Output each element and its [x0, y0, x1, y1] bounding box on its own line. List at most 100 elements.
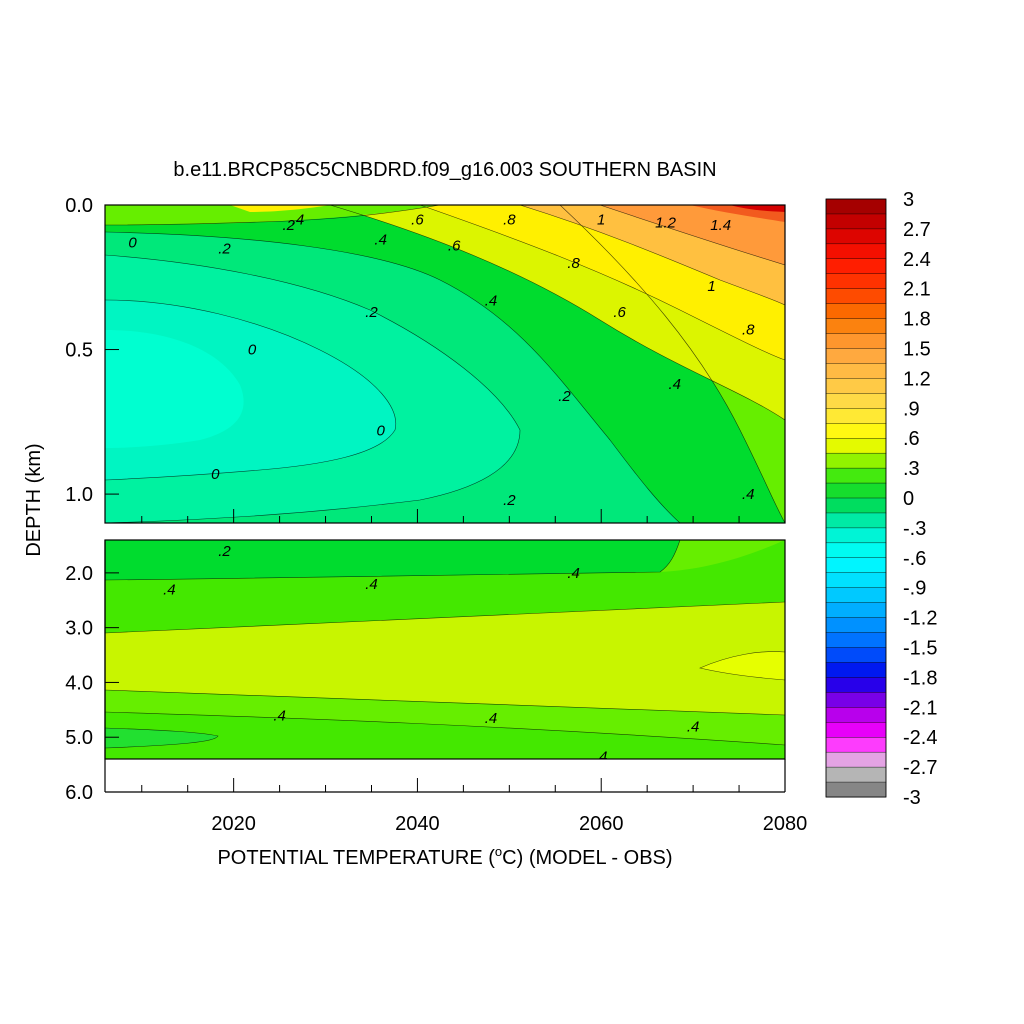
contour-label: .6 — [411, 211, 424, 228]
colorbar-swatch — [825, 333, 887, 349]
colorbar-swatch — [825, 677, 887, 693]
contour-label: .2 — [218, 240, 231, 257]
y-tick-label: 5.0 — [65, 727, 93, 749]
y-tick-label: 1.0 — [65, 484, 93, 506]
colorbar-swatch — [825, 647, 887, 663]
upper-panel: 0.2.2.4.4.6.6.8 1 1.2 1.4.81.4.6.8.20.4.200… — [105, 205, 785, 523]
contour-label: .2 — [503, 492, 516, 509]
colorbar-swatch — [825, 363, 887, 379]
contour-label: 1 — [597, 211, 605, 228]
y-axis-label: DEPTH (km) — [23, 443, 45, 556]
contour-label: 1 — [707, 278, 715, 295]
colorbar-swatch — [825, 243, 887, 260]
lower-band-06 — [700, 651, 785, 680]
colorbar-swatch — [825, 273, 887, 290]
contour-label: .4 — [163, 581, 176, 598]
contour-label: .4 — [742, 486, 755, 503]
colorbar-label: -.3 — [903, 518, 926, 540]
colorbar-label: 2.1 — [903, 279, 931, 301]
y-tick-label: 6.0 — [65, 782, 93, 804]
colorbar-label: .3 — [903, 458, 920, 480]
upper-contour-labels: 0.2.2.4.4.6.6.8 1 1.2 1.4.81.4.6.8.20.4.200… — [128, 211, 755, 508]
colorbar-swatch — [825, 557, 887, 574]
contour-label: .8 — [742, 321, 755, 338]
y-tick-label: 0.5 — [65, 340, 93, 362]
contour-label: 1.2 — [655, 214, 677, 231]
lower-band-04-deep — [105, 712, 785, 759]
lower-band-04 — [105, 540, 785, 633]
contour-label: .8 — [567, 255, 580, 272]
colorbar-swatch — [825, 617, 887, 634]
lower-panel: .2 .4 .4 .4 .4 .4 .4 .4 — [105, 540, 785, 765]
contour-label: .4 — [292, 211, 305, 228]
colorbar-swatch — [825, 632, 887, 648]
y-tick-label: 4.0 — [65, 672, 93, 694]
colorbar-swatch — [825, 542, 887, 559]
colorbar-label: -2.7 — [903, 757, 937, 779]
colorbar-label: -2.4 — [903, 727, 937, 749]
colorbar-swatch — [825, 692, 887, 708]
contour-band-neg04 — [105, 330, 244, 448]
chart-title: b.e11.BRCP85C5CNBDRD.f09_g16.003 SOUTHER… — [173, 159, 716, 181]
colorbar-swatch — [825, 662, 887, 678]
colorbar-swatch — [825, 467, 887, 484]
x-axis-label: POTENTIAL TEMPERATURE (oC) (MODEL - OBS) — [217, 844, 672, 869]
colorbar-swatch — [825, 348, 887, 364]
colorbar-swatch — [825, 587, 887, 604]
colorbar-swatch — [825, 766, 887, 783]
colorbar-label: -.6 — [903, 548, 926, 570]
surface-band-yellow — [230, 205, 330, 212]
colorbar-label: .9 — [903, 398, 920, 420]
colorbar-swatch — [825, 258, 887, 275]
colorbar-label: .6 — [903, 428, 920, 450]
colorbar-label: 1.2 — [903, 368, 931, 390]
colorbar-swatch — [825, 213, 887, 230]
colorbar-label: -3 — [903, 787, 921, 809]
colorbar-swatch — [825, 452, 887, 469]
x-axis-label-degree: o — [495, 844, 502, 859]
colorbar-label: 1.8 — [903, 309, 931, 331]
colorbar-swatch — [825, 228, 887, 245]
y-tick-label: 2.0 — [65, 563, 93, 585]
y-tick-label: 3.0 — [65, 618, 93, 640]
colorbar-swatch — [825, 303, 887, 320]
colorbar: 3 2.7 2.4 2.1 1.8 1.5 1.2 .9 .6 .3 0 -.3 -.6 -.9 -1.2 -… — [825, 189, 937, 809]
contour-band-28-surface — [730, 205, 785, 212]
colorbar-swatch — [825, 751, 887, 768]
colorbar-swatch — [825, 378, 887, 394]
x-axis-label-part2: C) (MODEL - OBS) — [502, 847, 672, 869]
axes-ticks: 2020 2040 2060 2080 0.0 0.5 1.0 2.0 3.0 4.0 5.0 6.0 — [65, 195, 807, 835]
contour-label: .2 — [558, 388, 571, 405]
colorbar-swatch — [825, 602, 887, 619]
colorbar-label: 2.7 — [903, 219, 931, 241]
contour-label: .4 — [567, 565, 580, 582]
surface-band-green — [105, 205, 440, 225]
colorbar-swatch — [825, 722, 887, 738]
colorbar-swatch — [825, 318, 887, 335]
colorbar-swatch — [825, 527, 887, 544]
contour-label: .4 — [687, 718, 700, 735]
y-tick-label: 0.0 — [65, 195, 93, 217]
colorbar-label: 3 — [903, 189, 914, 211]
contour-label: .2 — [283, 217, 296, 234]
contour-label: .6 — [448, 237, 461, 254]
lower-contour-labels: .2 .4 .4 .4 .4 .4 .4 .4 — [163, 543, 700, 765]
contour-label: .6 — [613, 304, 626, 321]
colorbar-swatch — [825, 781, 887, 798]
contour-label: .4 — [485, 292, 498, 309]
colorbar-swatch — [825, 423, 887, 439]
colorbar-swatch — [825, 438, 887, 454]
colorbar-label: -.9 — [903, 578, 926, 600]
x-tick-label: 2040 — [395, 813, 440, 835]
contour-label: .4 — [668, 376, 681, 393]
contour-band-12 — [600, 205, 785, 265]
contour-label: .8 — [503, 211, 516, 228]
x-axis-label-part1: POTENTIAL TEMPERATURE ( — [217, 847, 495, 869]
contour-label: .4 — [485, 710, 498, 727]
colorbar-label: -1.5 — [903, 638, 937, 660]
contour-label: .4 — [374, 232, 387, 249]
contour-label: 0 — [248, 342, 257, 359]
contour-label: .4 — [595, 748, 608, 765]
lower-band-03-deep — [105, 728, 218, 748]
